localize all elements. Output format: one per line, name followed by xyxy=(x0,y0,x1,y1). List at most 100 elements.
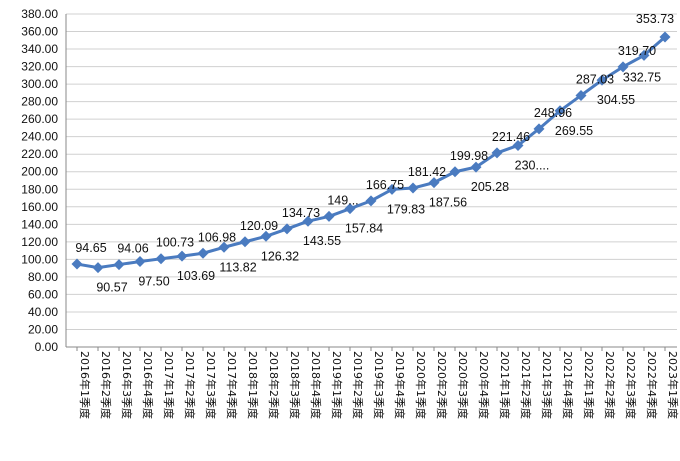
y-tick-label: 120.00 xyxy=(21,235,58,249)
data-label: 94.06 xyxy=(117,242,148,256)
data-label: 199.98 xyxy=(450,149,488,163)
data-point xyxy=(92,262,104,274)
data-point xyxy=(176,250,188,262)
x-tick-label: 2021年3季度 xyxy=(540,351,554,419)
data-point xyxy=(260,230,272,242)
data-label: 179.83 xyxy=(387,202,425,216)
data-labels: 94.65 90.57 94.06 97.50 100.73 103.69 106.98 11… xyxy=(75,12,674,295)
data-point xyxy=(71,258,83,270)
y-tick-label: 20.00 xyxy=(28,322,58,336)
y-tick-label: 260.00 xyxy=(21,112,58,126)
y-tick-label: 0.00 xyxy=(35,340,59,354)
data-point xyxy=(617,61,629,73)
data-label: 149... xyxy=(327,193,358,207)
x-tick-label: 2016年4季度 xyxy=(141,351,155,419)
x-tick-label: 2018年1季度 xyxy=(246,351,260,419)
data-point xyxy=(449,166,461,178)
y-tick-label: 200.00 xyxy=(21,165,58,179)
x-axis-ticks: 2016年1季度 2016年2季度 2016年3季度 2016年4季度 2017年1季度… xyxy=(76,347,680,419)
x-tick-label: 2017年4季度 xyxy=(225,351,239,419)
data-label: 157.84 xyxy=(345,222,383,236)
data-label: 94.65 xyxy=(75,241,106,255)
y-tick-label: 160.00 xyxy=(21,200,58,214)
x-tick-label: 2016年3季度 xyxy=(120,351,134,419)
data-point xyxy=(344,203,356,215)
data-label: 205.28 xyxy=(471,180,509,194)
y-tick-label: 80.00 xyxy=(28,270,58,284)
x-tick-label: 2020年2季度 xyxy=(435,351,449,419)
data-label: 103.69 xyxy=(177,269,215,283)
x-tick-label: 2021年1季度 xyxy=(498,351,512,419)
data-point xyxy=(113,259,125,271)
x-tick-label: 2019年2季度 xyxy=(351,351,365,419)
y-tick-label: 300.00 xyxy=(21,77,58,91)
data-label: 113.82 xyxy=(219,260,256,274)
data-label: 100.73 xyxy=(156,236,194,250)
y-tick-label: 380.00 xyxy=(21,7,58,21)
x-tick-label: 2017年1季度 xyxy=(162,351,176,419)
data-label: 269.55 xyxy=(555,124,593,138)
y-axis-ticks: 0.00 20.00 40.00 60.00 80.00 100.00 120.00 140.… xyxy=(21,7,58,354)
data-point xyxy=(470,161,482,173)
data-label: 187.56 xyxy=(429,196,467,210)
data-label: 319.70 xyxy=(618,44,656,58)
x-tick-label: 2018年2季度 xyxy=(267,351,281,419)
data-label: 134.73 xyxy=(282,206,320,220)
data-label: 230.... xyxy=(515,158,550,172)
x-tick-label: 2019年3季度 xyxy=(372,351,386,419)
x-tick-label: 2016年2季度 xyxy=(99,351,113,419)
data-point xyxy=(512,139,524,151)
data-point xyxy=(365,195,377,207)
y-tick-label: 220.00 xyxy=(21,147,58,161)
data-label: 332.75 xyxy=(623,70,661,84)
data-label: 106.98 xyxy=(198,230,236,244)
y-tick-label: 240.00 xyxy=(21,130,58,144)
y-tick-label: 360.00 xyxy=(21,25,58,39)
x-tick-label: 2017年3季度 xyxy=(204,351,218,419)
data-label: 287.03 xyxy=(576,72,614,86)
data-label: 166.75 xyxy=(366,178,404,192)
data-point xyxy=(596,74,608,86)
data-label: 304.55 xyxy=(597,93,635,107)
x-tick-label: 2020年4季度 xyxy=(477,351,491,419)
y-tick-label: 280.00 xyxy=(21,95,58,109)
data-point xyxy=(428,177,440,189)
data-label: 221.46 xyxy=(492,130,530,144)
data-point xyxy=(407,182,419,194)
x-tick-label: 2018年3季度 xyxy=(288,351,302,419)
data-point xyxy=(533,123,545,135)
data-point xyxy=(134,256,146,268)
data-label: 97.50 xyxy=(138,275,169,289)
x-tick-label: 2020年1季度 xyxy=(414,351,428,419)
data-label: 143.55 xyxy=(303,234,341,248)
data-label: 353.73 xyxy=(636,12,674,26)
data-label: 248.96 xyxy=(534,106,572,120)
data-point xyxy=(218,241,230,253)
data-point xyxy=(302,215,314,227)
data-point xyxy=(554,105,566,117)
data-point xyxy=(575,89,587,101)
x-tick-label: 2017年2季度 xyxy=(183,351,197,419)
data-label: 181.42 xyxy=(408,165,446,179)
x-tick-label: 2021年4季度 xyxy=(561,351,575,419)
y-tick-label: 60.00 xyxy=(28,287,58,301)
data-point xyxy=(638,49,650,61)
data-point xyxy=(659,31,671,43)
x-tick-label: 2016年1季度 xyxy=(78,351,92,419)
x-tick-label: 2022年4季度 xyxy=(645,351,659,419)
x-tick-label: 2018年4季度 xyxy=(309,351,323,419)
data-point xyxy=(281,223,293,235)
data-point xyxy=(491,147,503,159)
x-tick-label: 2022年1季度 xyxy=(582,351,596,419)
y-tick-label: 40.00 xyxy=(28,305,58,319)
data-point xyxy=(197,247,209,259)
y-tick-label: 180.00 xyxy=(21,182,58,196)
data-point xyxy=(386,183,398,195)
y-tick-label: 100.00 xyxy=(21,252,58,266)
y-tick-label: 340.00 xyxy=(21,42,58,56)
data-label: 120.09 xyxy=(240,219,278,233)
data-label: 126.32 xyxy=(261,249,299,263)
x-tick-label: 2019年4季度 xyxy=(393,351,407,419)
x-tick-label: 2019年1季度 xyxy=(330,351,344,419)
